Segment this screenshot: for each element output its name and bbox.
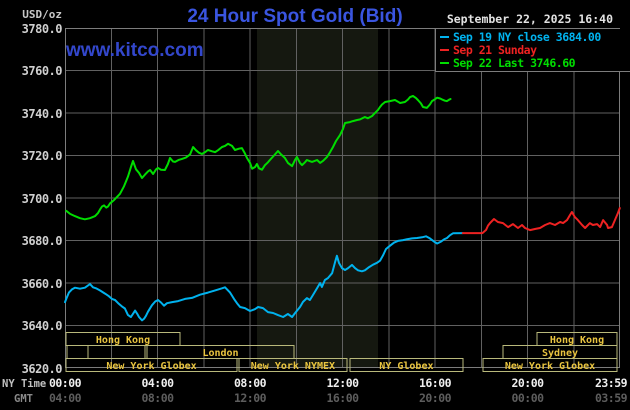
legend-label: Sep 22 Last 3746.60 xyxy=(453,55,576,70)
y-axis-label: 3740.0 xyxy=(21,106,63,121)
legend-item: Sep 21 Sunday xyxy=(436,42,630,57)
y-axis-label: 3640.0 xyxy=(21,319,63,333)
session-box-new-york-globex xyxy=(65,358,238,372)
session-label: New York Globex xyxy=(505,361,595,372)
session-label: New York Globex xyxy=(106,361,196,372)
legend-dash-icon xyxy=(440,35,449,38)
x-tick-gmt: 04:00 xyxy=(48,391,82,405)
y-axis-unit-label: USD/oz xyxy=(22,8,62,21)
y-axis-label: 3720.0 xyxy=(21,149,63,163)
session-label: Sydney xyxy=(542,348,578,359)
x-tick-gmt: 16:00 xyxy=(326,391,359,405)
session-box xyxy=(66,345,89,359)
legend-label: Sep 19 NY close 3684.00 xyxy=(453,29,601,44)
x-tick-ny-time: 20:00 xyxy=(511,376,544,390)
y-axis-label: 3760.0 xyxy=(21,64,63,78)
x-tick-ny-time: 00:00 xyxy=(48,376,82,390)
x-tick-gmt: 20:00 xyxy=(418,391,452,405)
series-sep22 xyxy=(65,95,452,221)
page-title: 24 Hour Spot Gold (Bid) xyxy=(187,6,403,27)
legend-dash-icon xyxy=(440,61,449,64)
x-tick-ny-time: 16:00 xyxy=(418,376,452,390)
x-tick-gmt: 12:00 xyxy=(233,391,267,405)
grid-lines xyxy=(65,28,620,368)
x-tick-gmt: 03:59 xyxy=(594,391,628,405)
y-axis-label: 3780.0 xyxy=(21,21,63,36)
x-tick-ny-time: 08:00 xyxy=(233,376,267,390)
series-sep21 xyxy=(461,207,621,235)
y-axis-label: 3660.0 xyxy=(21,276,63,291)
legend: Sep 19 NY close 3684.00 Sep 21 Sunday Sep … xyxy=(435,29,630,72)
chart-datetime: September 22, 2025 16:40 xyxy=(446,12,613,26)
x-tick-ny-time: 12:00 xyxy=(326,376,359,390)
gmt-axis-label: GMT xyxy=(14,393,33,405)
session-box-new-york-nymex xyxy=(238,358,348,372)
y-axis-label: 3680.0 xyxy=(21,234,63,248)
legend-label: Sep 21 Sunday xyxy=(453,42,537,57)
x-tick-ny-time: 04:00 xyxy=(141,376,174,390)
legend-dash-icon xyxy=(440,48,449,51)
session-label: London xyxy=(202,348,238,359)
x-tick-ny-time: 23:59 xyxy=(594,376,628,390)
session-box xyxy=(87,345,146,359)
session-label: New York NYMEX xyxy=(251,361,335,372)
session-box-ny-globex xyxy=(349,358,464,372)
kitco-watermark: www.kitco.com xyxy=(66,40,204,61)
y-axis-label: 3620.0 xyxy=(21,361,63,376)
ny-time-axis-label: NY Time xyxy=(2,378,47,390)
session-label: Hong Kong xyxy=(550,335,604,346)
legend-item: Sep 19 NY close 3684.00 xyxy=(436,29,630,44)
x-tick-gmt: 08:00 xyxy=(141,391,174,405)
plot-border xyxy=(65,28,620,368)
y-axis-label: 3700.0 xyxy=(21,191,63,206)
session-label: Hong Kong xyxy=(96,335,150,346)
session-box-new-york-globex xyxy=(482,358,618,372)
legend-item: Sep 22 Last 3746.60 xyxy=(436,55,630,70)
series-sep19 xyxy=(64,232,464,322)
x-tick-gmt: 00:00 xyxy=(511,391,544,405)
session-label: NY Globex xyxy=(379,361,433,372)
